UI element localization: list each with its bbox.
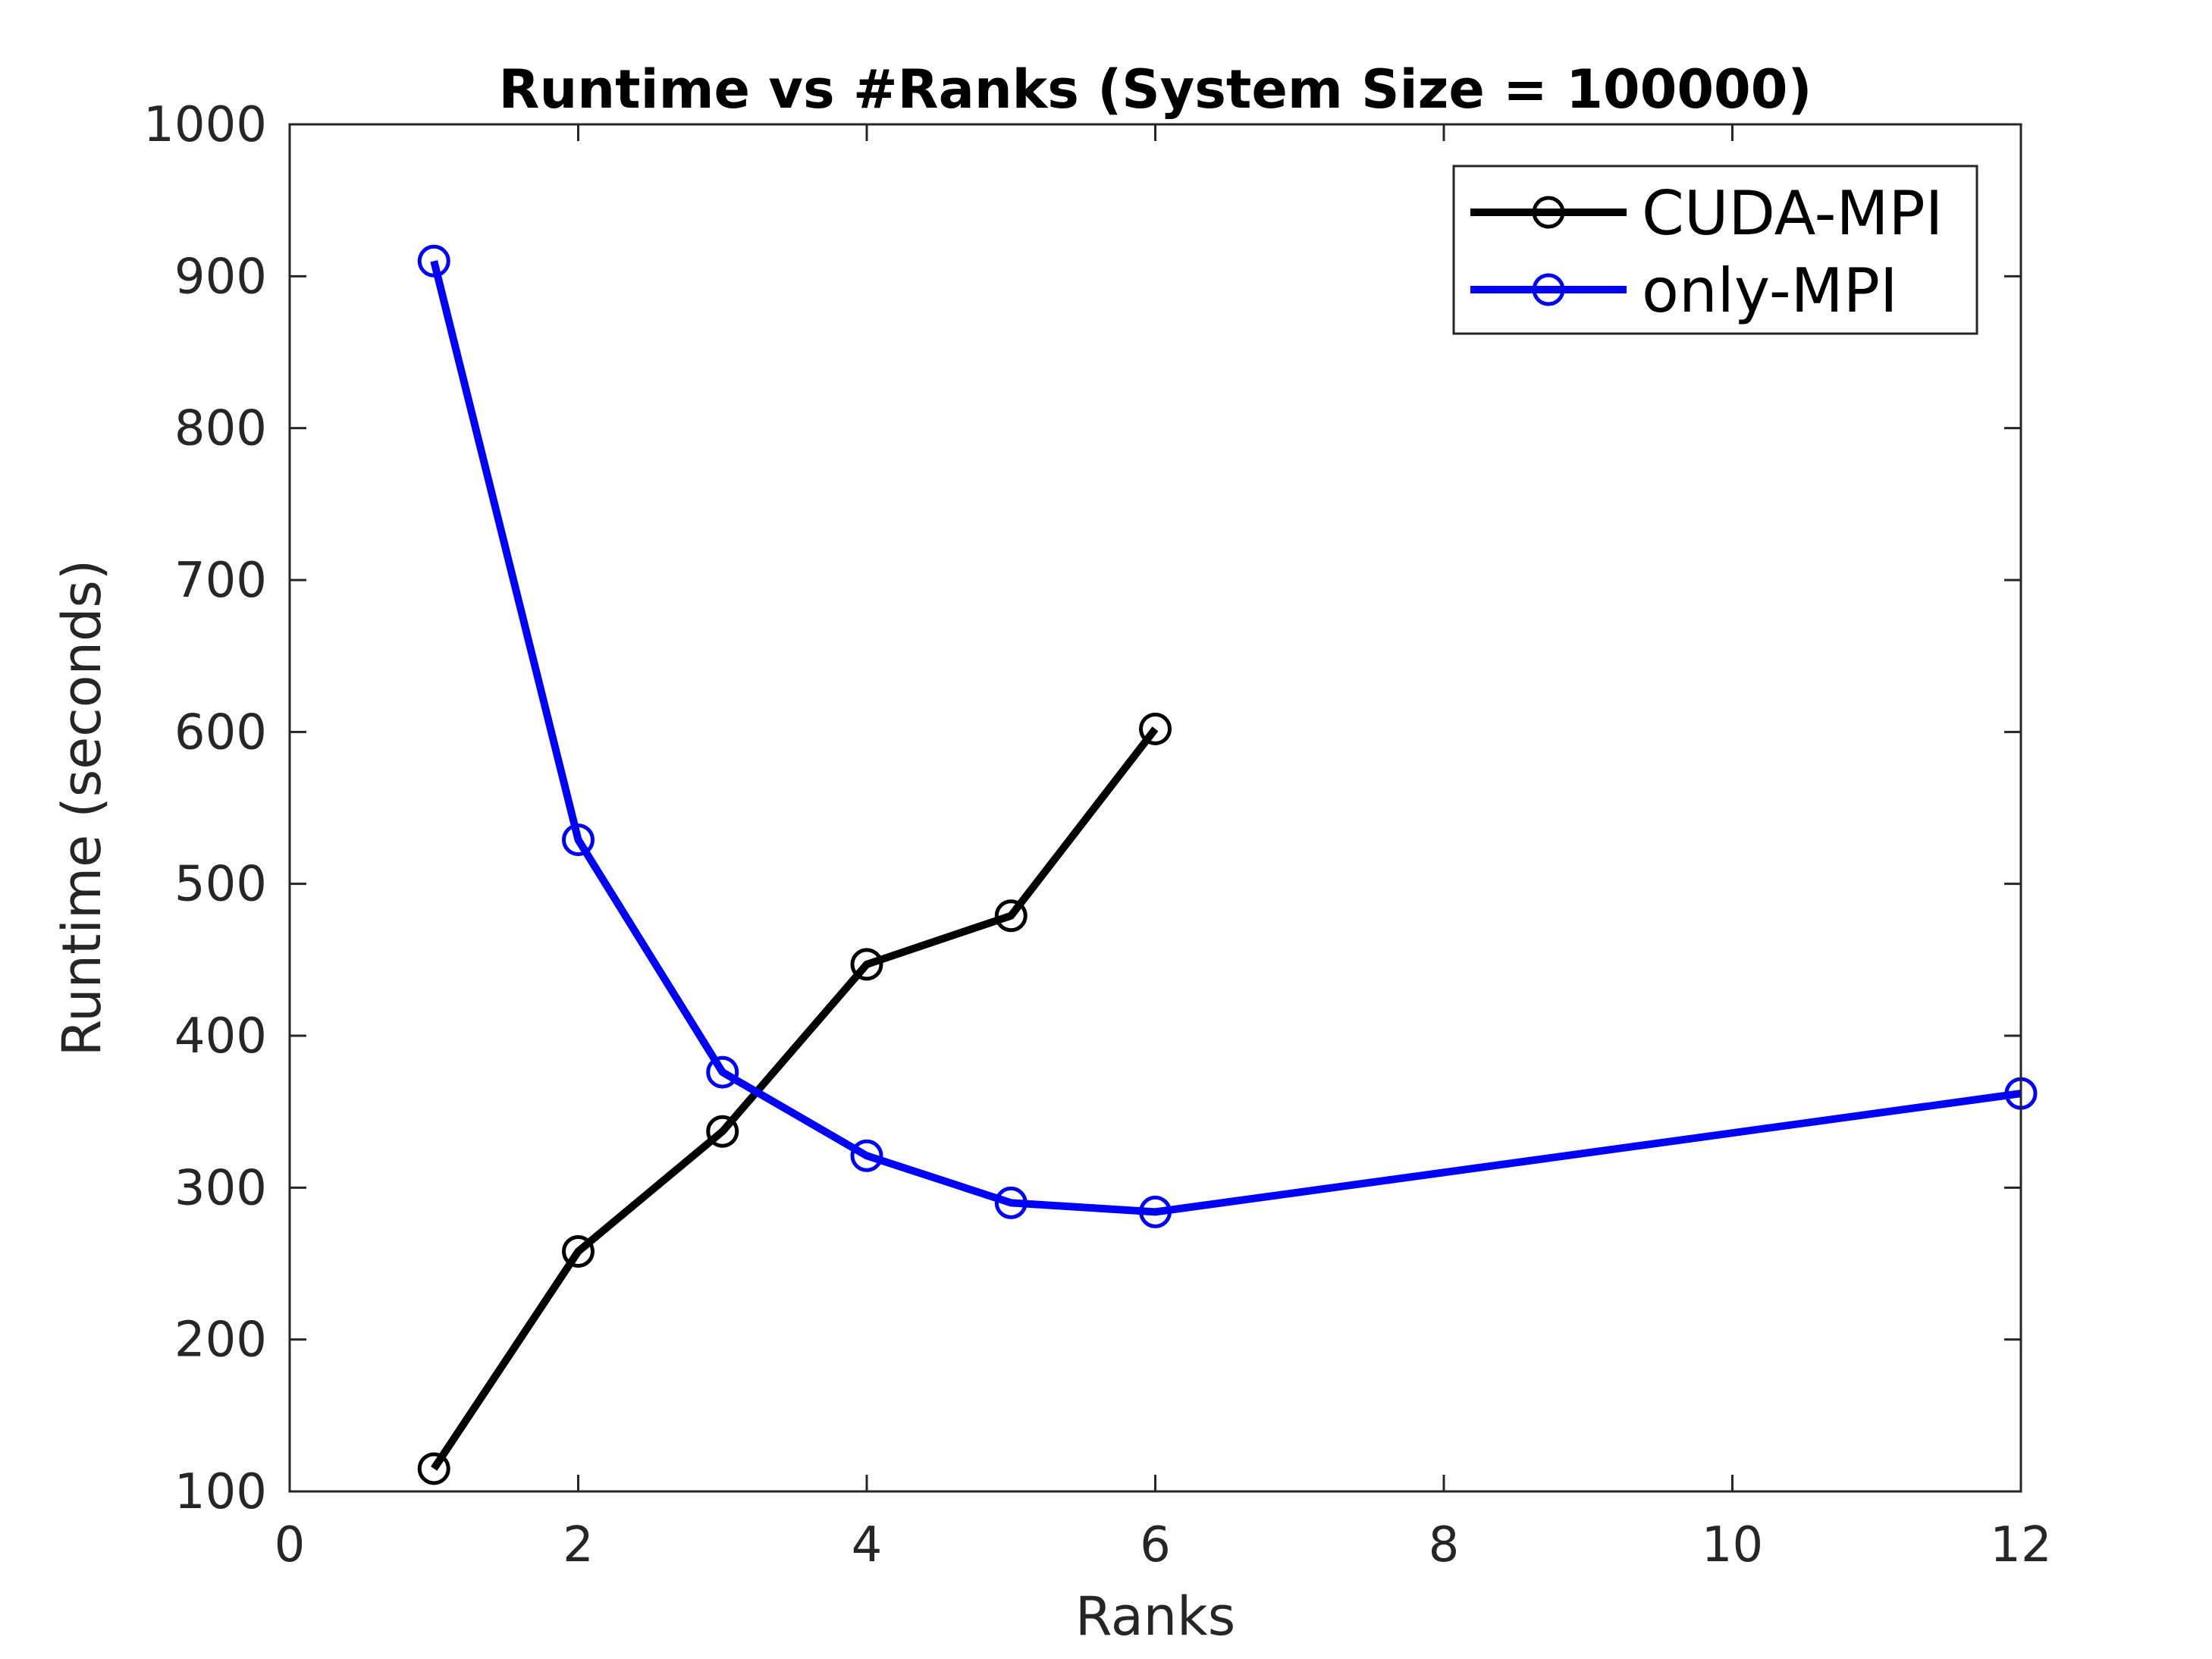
y-tick-label: 200	[174, 1312, 267, 1369]
y-tick-label: 600	[174, 704, 267, 761]
y-tick-label: 500	[174, 857, 267, 913]
legend-entry: CUDA-MPI	[1470, 178, 1943, 249]
legend-marker	[1532, 196, 1565, 229]
y-tick-label: 800	[174, 401, 267, 457]
series-layer	[417, 244, 2038, 1485]
data-point	[562, 1234, 595, 1268]
data-point	[417, 244, 450, 278]
series-cuda-mpi	[417, 712, 1172, 1485]
legend-entry: only-MPI	[1470, 256, 1898, 326]
y-tick-label: 100	[174, 1464, 267, 1520]
x-tick-label: 12	[1990, 1517, 2051, 1573]
x-tick-label: 6	[1140, 1517, 1171, 1573]
x-axis-label: Ranks	[1075, 1585, 1235, 1648]
y-tick-label: 300	[174, 1160, 267, 1216]
series-line	[430, 260, 2022, 1216]
x-tick-label: 10	[1702, 1517, 1763, 1573]
legend-marker	[1532, 273, 1565, 306]
data-point	[706, 1055, 739, 1089]
data-point	[994, 899, 1028, 933]
x-tick-label: 8	[1429, 1517, 1460, 1573]
series-line	[431, 726, 1159, 1471]
y-axis-label: Runtime (seconds)	[51, 560, 113, 1056]
data-point	[1139, 1195, 1172, 1228]
plot-frame	[288, 123, 2022, 1493]
series-only-mpi	[417, 244, 2038, 1228]
legend-label: only-MPI	[1642, 256, 1898, 326]
data-point	[562, 823, 595, 857]
legend-label: CUDA-MPI	[1642, 178, 1943, 249]
x-tick-label: 2	[563, 1517, 594, 1573]
x-tick-label: 4	[852, 1517, 883, 1573]
data-point	[706, 1115, 739, 1148]
y-tick-label: 1000	[143, 97, 267, 153]
plot-area	[290, 124, 2021, 1491]
y-tick-labels: 100 200 300 400 500 600 700 800 900 1000	[143, 97, 267, 1520]
chart-title: Runtime vs #Ranks (System Size = 100000)	[499, 58, 1812, 121]
data-point	[994, 1186, 1028, 1219]
legend-box	[1452, 165, 1978, 335]
data-point	[417, 1452, 450, 1485]
x-tick-labels: 0 2 4 6 8 10 12	[275, 1517, 2052, 1573]
y-tick-label: 900	[174, 249, 267, 305]
data-point	[850, 1139, 883, 1172]
data-point	[1139, 712, 1172, 745]
x-tick-label: 0	[275, 1517, 306, 1573]
y-tick-label: 400	[174, 1008, 267, 1065]
y-tick-label: 700	[174, 553, 267, 609]
data-point	[850, 948, 883, 981]
